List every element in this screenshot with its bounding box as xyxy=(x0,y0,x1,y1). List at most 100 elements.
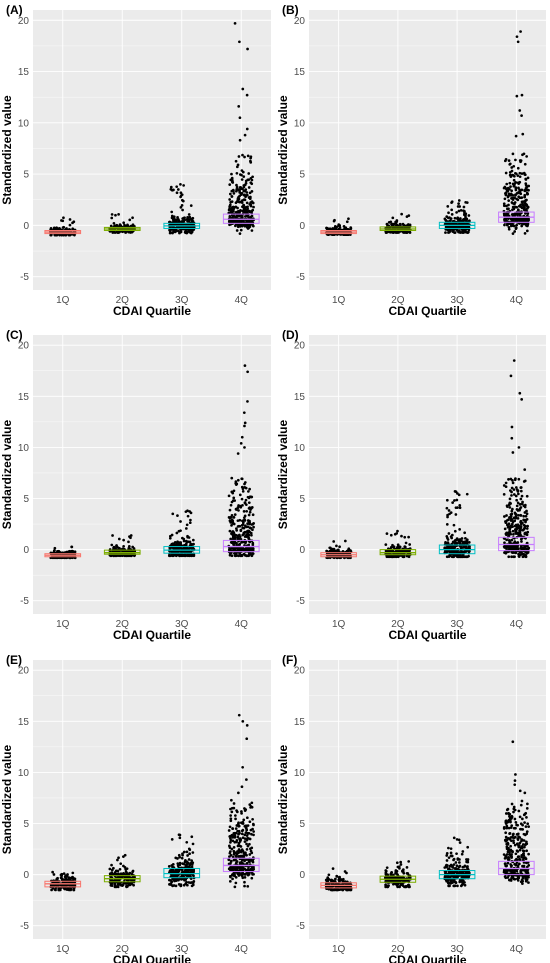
data-point xyxy=(233,885,237,889)
data-point xyxy=(445,523,449,526)
x-axis-title: CDAI Quartile xyxy=(113,953,191,963)
y-tick-label: 20 xyxy=(294,341,306,352)
x-tick-label: 1Q xyxy=(332,619,346,630)
data-point xyxy=(508,181,512,185)
data-point xyxy=(234,536,237,540)
data-point xyxy=(243,501,247,505)
data-point xyxy=(230,476,234,480)
data-point xyxy=(131,216,134,220)
data-point xyxy=(49,233,53,237)
data-point xyxy=(170,873,174,877)
data-point xyxy=(189,542,192,546)
data-point xyxy=(244,530,247,534)
data-point xyxy=(455,228,459,232)
data-point xyxy=(463,540,466,544)
data-point xyxy=(505,204,508,208)
data-point xyxy=(446,205,450,208)
data-point xyxy=(52,873,56,876)
box-4Q xyxy=(222,213,260,224)
data-point xyxy=(227,829,231,832)
data-point xyxy=(458,229,461,233)
data-point xyxy=(450,536,454,540)
outlier-point xyxy=(240,785,244,789)
data-point xyxy=(508,528,511,532)
data-point xyxy=(463,219,467,223)
data-point xyxy=(337,224,340,227)
data-point xyxy=(167,865,171,868)
y-tick-label: 15 xyxy=(294,717,306,728)
data-point xyxy=(242,552,246,556)
y-tick-label: 10 xyxy=(294,768,306,779)
data-point xyxy=(252,525,255,529)
y-tick-label: 10 xyxy=(294,443,306,454)
data-point xyxy=(235,533,238,537)
y-tick-label: 0 xyxy=(23,870,29,881)
data-point xyxy=(252,823,255,827)
data-point xyxy=(508,163,512,166)
data-point xyxy=(524,514,528,518)
panel-background xyxy=(309,335,546,614)
data-point xyxy=(444,231,447,234)
data-point xyxy=(184,859,187,862)
data-point xyxy=(519,519,523,523)
data-point xyxy=(246,205,249,209)
data-point xyxy=(235,840,238,844)
data-point xyxy=(227,516,231,519)
data-point xyxy=(507,199,511,202)
data-point xyxy=(186,854,189,857)
data-point xyxy=(460,537,464,540)
y-axis-title: Standardized value xyxy=(276,419,290,529)
data-point xyxy=(121,884,124,887)
data-point xyxy=(512,555,515,559)
data-point xyxy=(182,184,185,187)
data-point xyxy=(517,204,521,208)
data-point xyxy=(238,837,242,840)
data-point xyxy=(247,831,251,835)
outlier-point xyxy=(520,114,523,117)
y-tick-label: 20 xyxy=(294,666,306,677)
data-point xyxy=(230,513,234,517)
data-point xyxy=(235,214,239,218)
data-point xyxy=(235,809,238,812)
data-point xyxy=(179,191,183,195)
data-point xyxy=(505,504,509,508)
data-point xyxy=(463,210,466,213)
data-point xyxy=(516,492,520,496)
data-point xyxy=(240,192,243,196)
data-point xyxy=(445,498,449,502)
data-point xyxy=(244,498,248,502)
data-point xyxy=(503,541,506,545)
data-point xyxy=(527,218,530,222)
data-point xyxy=(186,883,189,887)
y-axis-title: Standardized value xyxy=(276,95,290,205)
data-point xyxy=(247,216,251,219)
data-point xyxy=(229,537,233,541)
data-point xyxy=(525,517,529,521)
y-tick-label: 15 xyxy=(18,717,30,728)
data-point xyxy=(168,878,171,882)
data-point xyxy=(458,506,462,510)
data-point xyxy=(241,487,245,491)
data-point xyxy=(112,546,115,550)
data-point xyxy=(237,832,240,836)
data-point xyxy=(510,201,514,204)
data-point xyxy=(185,840,189,844)
data-point xyxy=(526,212,530,215)
data-point xyxy=(180,203,184,207)
panel-label: (A) xyxy=(6,3,23,17)
y-tick-label: 0 xyxy=(299,870,305,881)
data-point xyxy=(232,489,236,493)
data-point xyxy=(327,877,331,881)
outlier-point xyxy=(123,853,127,857)
data-point xyxy=(526,222,530,226)
data-point xyxy=(168,536,172,540)
data-point xyxy=(519,160,522,164)
data-point xyxy=(454,513,458,516)
data-point xyxy=(236,210,240,213)
data-point xyxy=(242,818,246,822)
data-point xyxy=(191,216,195,220)
data-point xyxy=(249,508,252,511)
data-point xyxy=(187,213,191,216)
data-point xyxy=(191,842,195,846)
